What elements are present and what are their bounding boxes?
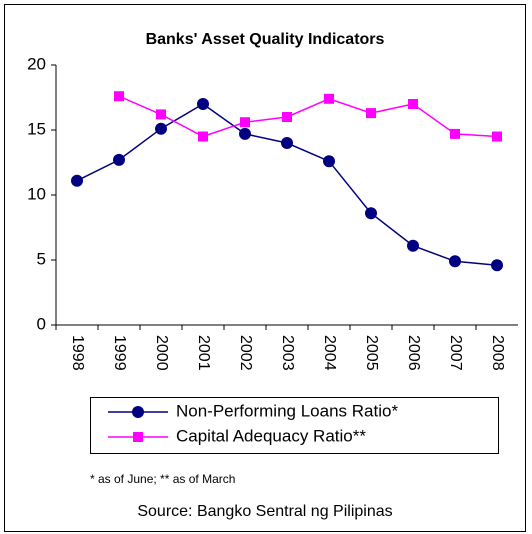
legend-label: Non-Performing Loans Ratio* [176,401,398,420]
y-tick-label: 5 [37,249,46,268]
point [113,153,125,166]
point [198,131,208,142]
y-tick-label: 10 [27,184,46,203]
point [366,108,376,119]
x-tick-label: 2008 [489,335,506,371]
point [449,255,461,268]
x-tick-label: 2007 [447,335,464,371]
chart-title: Banks' Asset Quality Indicators [146,31,385,48]
x-tick-label: 2004 [321,335,338,371]
point [450,128,460,139]
legend-label: Capital Adequacy Ratio** [176,426,366,445]
point [491,259,503,272]
point [239,127,251,140]
point [71,174,83,187]
point [132,406,144,418]
point [155,122,167,135]
x-tick-label: 2005 [363,335,380,371]
x-tick-label: 2000 [153,335,170,371]
point [197,98,209,110]
series-line [118,95,498,138]
point [133,432,143,442]
point [407,239,419,252]
point [408,99,418,109]
point [114,91,124,102]
point [323,155,335,168]
x-tick-label: 2003 [279,335,296,371]
point [324,93,334,104]
legend-box [90,397,499,454]
x-tick-label: 1999 [111,335,128,371]
point [282,112,292,122]
x-tick-label: 2002 [237,335,254,371]
point [281,137,293,149]
point [156,109,166,120]
point [492,131,502,142]
point [240,117,250,128]
x-tick-label: 2001 [195,335,212,371]
footnote: * as of June; ** as of March [90,472,235,486]
y-tick-label: 20 [27,54,46,73]
y-tick-label: 0 [37,314,46,333]
y-tick-label: 15 [27,119,46,138]
x-tick-label: 1998 [69,335,86,371]
point [365,207,377,220]
source: Source: Bangko Sentral ng Pilipinas [137,503,392,520]
x-tick-label: 2006 [405,335,422,371]
